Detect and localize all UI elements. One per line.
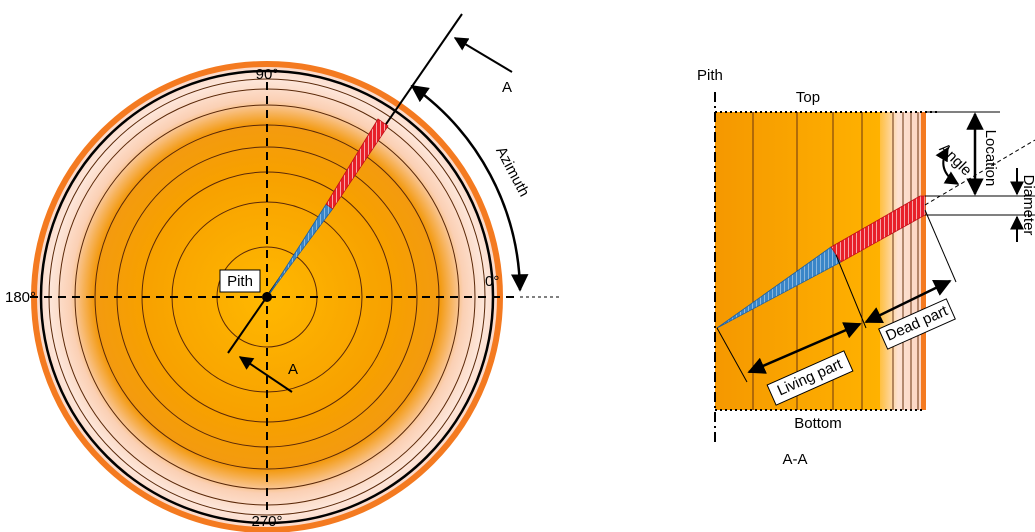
top-label: Top: [796, 89, 820, 106]
pith-label: Pith: [697, 67, 723, 84]
angle-arc: [935, 146, 960, 185]
section-label: A-A: [782, 451, 807, 468]
section-mark: A: [288, 361, 298, 378]
dead-arrow: [864, 279, 952, 324]
angle-label: 90°: [256, 66, 279, 83]
bark: [921, 112, 926, 410]
label-box: [219, 269, 261, 293]
pith-label: Pith: [227, 273, 253, 290]
angle-label: 270°: [251, 513, 282, 530]
pith-dot: [262, 292, 272, 302]
knot-dead: [325, 118, 389, 210]
extension-lines: [716, 209, 957, 383]
living-arrow: [747, 322, 862, 374]
bottom-label: Bottom: [794, 415, 842, 432]
azimuth-arc: [410, 84, 529, 292]
section-mark: A: [502, 79, 512, 96]
angle-label: 0°: [485, 273, 499, 290]
arrow: [238, 356, 293, 393]
diameter-label: Diameter: [1020, 175, 1035, 236]
angle-label: Angle: [936, 140, 975, 179]
knot-dead: [830, 195, 926, 263]
cross-section: Pith 90° 180° 0° 270° A A Azimuth: [5, 13, 562, 532]
label-box: [878, 298, 956, 350]
arrow: [453, 37, 513, 73]
label-box: [766, 350, 854, 406]
location-label: Location: [982, 130, 999, 187]
angle-label: 180°: [5, 289, 36, 306]
longitudinal-section: Living part Dead part Pith Top Bottom A-…: [697, 67, 1035, 468]
